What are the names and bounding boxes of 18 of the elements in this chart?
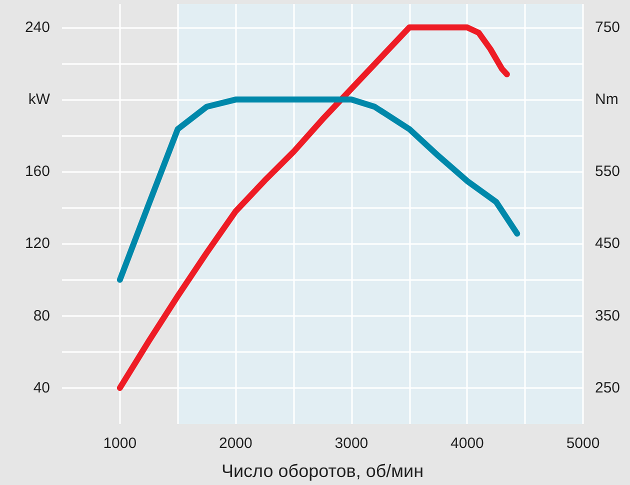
y-tick-label: 160 [24, 163, 50, 180]
x-tick-label: 3000 [334, 435, 368, 452]
x-tick-label: 4000 [450, 435, 484, 452]
x-axis-title: Число оборотов, об/мин [221, 461, 424, 481]
x-tick-label: 1000 [103, 435, 137, 452]
y-tick-label: 240 [24, 18, 50, 36]
y2-tick-label: 350 [595, 307, 620, 324]
y-tick-label: 40 [33, 379, 50, 396]
y-tick-label: 80 [33, 307, 50, 324]
y2-tick-label: 250 [595, 379, 620, 396]
y2-tick-label: 450 [595, 235, 620, 252]
y-tick-label: kW [28, 91, 51, 108]
y2-tick-label: Nm [595, 91, 618, 108]
y-tick-label: 120 [24, 235, 50, 252]
y2-tick-label: 550 [595, 163, 620, 180]
x-tick-label: 5000 [566, 435, 600, 452]
y2-tick-label: 750 [595, 18, 620, 36]
x-tick-label: 2000 [218, 435, 252, 452]
